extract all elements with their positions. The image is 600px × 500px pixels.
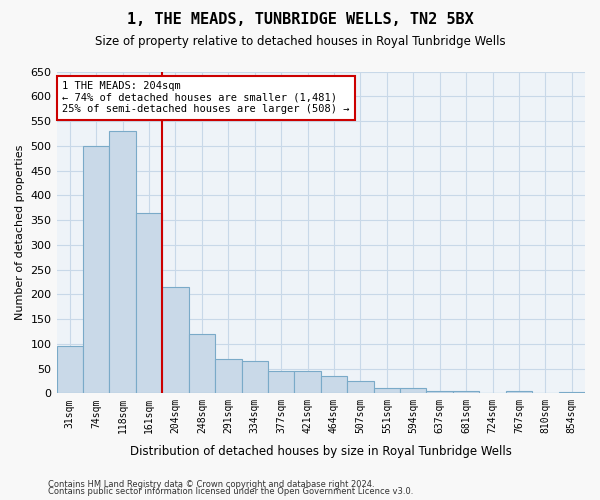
Bar bbox=[242, 361, 268, 394]
Bar bbox=[162, 287, 188, 394]
Bar bbox=[56, 346, 83, 394]
Bar bbox=[453, 392, 479, 394]
Bar bbox=[427, 391, 453, 394]
Bar bbox=[295, 371, 321, 394]
Bar bbox=[83, 146, 109, 394]
Bar bbox=[109, 131, 136, 394]
Y-axis label: Number of detached properties: Number of detached properties bbox=[15, 144, 25, 320]
Bar bbox=[321, 376, 347, 394]
Bar bbox=[506, 392, 532, 394]
X-axis label: Distribution of detached houses by size in Royal Tunbridge Wells: Distribution of detached houses by size … bbox=[130, 444, 512, 458]
Bar bbox=[347, 381, 374, 394]
Text: Size of property relative to detached houses in Royal Tunbridge Wells: Size of property relative to detached ho… bbox=[95, 35, 505, 48]
Bar bbox=[188, 334, 215, 394]
Bar bbox=[400, 388, 427, 394]
Bar bbox=[268, 371, 295, 394]
Bar bbox=[559, 392, 585, 394]
Text: 1, THE MEADS, TUNBRIDGE WELLS, TN2 5BX: 1, THE MEADS, TUNBRIDGE WELLS, TN2 5BX bbox=[127, 12, 473, 28]
Bar bbox=[374, 388, 400, 394]
Text: Contains public sector information licensed under the Open Government Licence v3: Contains public sector information licen… bbox=[48, 487, 413, 496]
Text: 1 THE MEADS: 204sqm
← 74% of detached houses are smaller (1,481)
25% of semi-det: 1 THE MEADS: 204sqm ← 74% of detached ho… bbox=[62, 81, 349, 114]
Text: Contains HM Land Registry data © Crown copyright and database right 2024.: Contains HM Land Registry data © Crown c… bbox=[48, 480, 374, 489]
Bar bbox=[215, 358, 242, 394]
Bar bbox=[136, 212, 162, 394]
